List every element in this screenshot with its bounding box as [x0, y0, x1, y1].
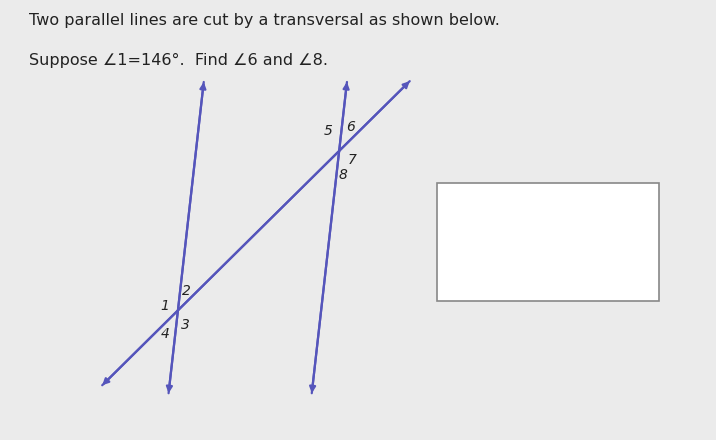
- Text: 5: 5: [324, 124, 333, 138]
- Text: 7: 7: [347, 154, 357, 168]
- Text: 6: 6: [346, 120, 355, 134]
- Text: 4: 4: [160, 327, 170, 341]
- Text: Two parallel lines are cut by a transversal as shown below.: Two parallel lines are cut by a transver…: [29, 13, 500, 28]
- Text: 8: 8: [338, 168, 347, 182]
- Text: 34°: 34°: [541, 208, 573, 226]
- Text: 2: 2: [182, 283, 191, 297]
- FancyBboxPatch shape: [437, 183, 659, 301]
- Text: 34°: 34°: [541, 258, 573, 276]
- Text: ∠6 =: ∠6 =: [462, 208, 511, 226]
- Text: 1: 1: [160, 299, 170, 313]
- Text: Suppose ∠1=146°.  Find ∠6 and ∠8.: Suppose ∠1=146°. Find ∠6 and ∠8.: [29, 53, 328, 68]
- Text: ∠8 =: ∠8 =: [462, 258, 511, 276]
- Text: 3: 3: [180, 318, 190, 332]
